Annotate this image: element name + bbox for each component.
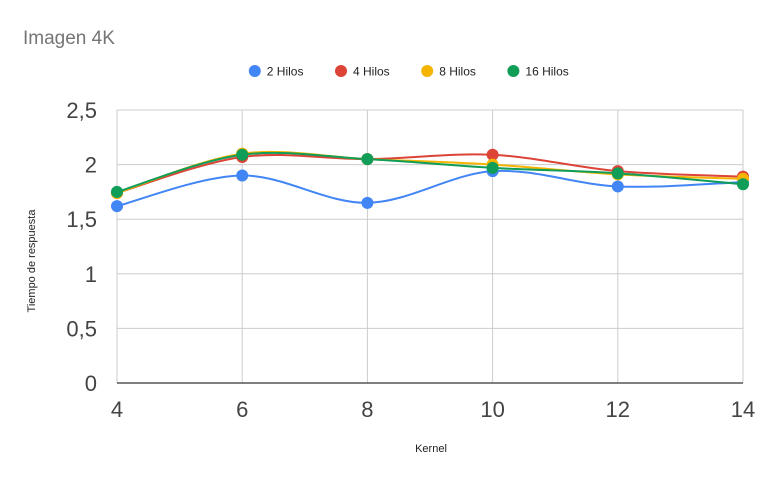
x-tick-label: 12 (606, 397, 630, 422)
x-tick-label: 10 (480, 397, 504, 422)
legend-marker-16-hilos (507, 65, 520, 77)
legend-marker-2-hilos (248, 65, 261, 77)
data-point-16-hilos (611, 167, 624, 180)
data-point-4-hilos (486, 148, 499, 161)
x-tick-label: 6 (236, 397, 248, 422)
legend-label-8-hilos: 8 Hilos (439, 65, 476, 79)
y-axis-label: Tiempo de respuesta (26, 209, 38, 313)
series-line-16-hilos (116, 151, 744, 193)
legend-marker-4-hilos (335, 65, 347, 77)
legend-label-2-hilos: 2 Hilos (267, 65, 304, 79)
chart-title: Imagen 4K (23, 28, 115, 49)
y-tick-label: 2 (85, 153, 97, 178)
x-axis-ticks: 4 6 8 10 12 14 (111, 397, 755, 422)
data-point-16-hilos (361, 153, 374, 166)
data-point-16-hilos (236, 148, 249, 161)
y-tick-label: 1 (85, 262, 97, 287)
x-axis-label: Kernel (415, 443, 447, 455)
y-tick-label: 2,5 (66, 98, 97, 123)
y-axis-ticks: 0 0,5 1 1,5 2 2,5 (66, 98, 97, 396)
series-line-2-hilos (116, 169, 744, 208)
legend-label-16-hilos: 16 Hilos (525, 65, 568, 79)
vertical-gridlines (116, 110, 744, 383)
data-point-2-hilos (361, 196, 374, 209)
data-point-16-hilos (737, 178, 749, 191)
data-point-16-hilos (486, 161, 499, 174)
series-points (111, 147, 749, 213)
data-point-2-hilos (236, 169, 249, 182)
horizontal-gridlines (117, 109, 743, 384)
data-point-2-hilos (611, 180, 624, 193)
legend-marker-8-hilos (421, 65, 434, 77)
legend-label-4-hilos: 4 Hilos (353, 65, 390, 79)
legend: 2 Hilos 4 Hilos 8 Hilos 16 Hilos (248, 65, 569, 79)
data-point-16-hilos (111, 185, 123, 198)
x-tick-label: 4 (111, 397, 123, 422)
series-lines (116, 150, 744, 208)
x-tick-label: 14 (731, 397, 755, 422)
y-tick-label: 1,5 (66, 207, 97, 232)
data-point-2-hilos (111, 200, 123, 213)
series-line-4-hilos (116, 153, 744, 194)
y-tick-label: 0,5 (66, 316, 97, 341)
x-tick-label: 8 (361, 397, 373, 422)
y-tick-label: 0 (85, 371, 97, 396)
